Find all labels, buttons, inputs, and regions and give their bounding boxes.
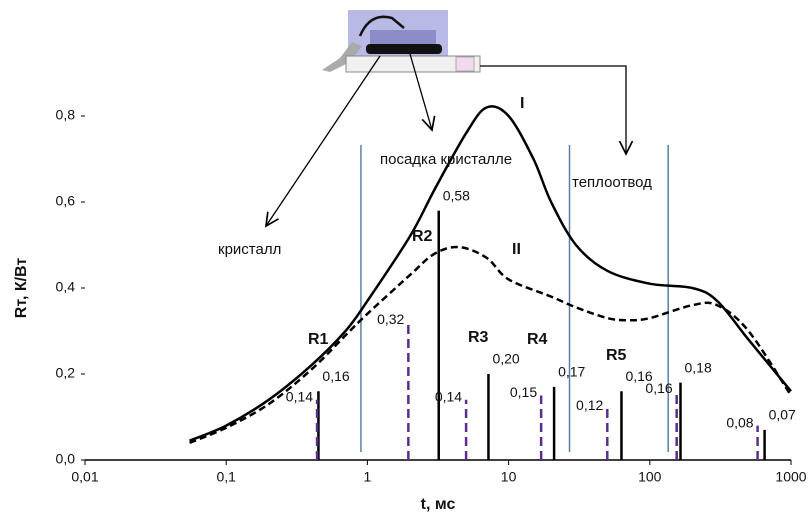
value-label: 0,20 [492, 351, 519, 367]
value-label: 0,16 [645, 380, 672, 396]
annotation: кристалл [218, 241, 281, 258]
value-label: 0,07 [769, 407, 796, 423]
peak-label: R2 [412, 228, 433, 245]
chart: t, мс Rт, К/Вт 0,01 0,1 1 10 100 1000 0,0 0,2 0,… [0, 0, 810, 516]
value-label: 0,14 [286, 389, 313, 405]
x-tick-label: 1000 [775, 469, 806, 485]
peak-label: R1 [308, 331, 329, 348]
y-tick-label: 0,6 [56, 193, 76, 209]
x-tick-label: 0,1 [216, 469, 236, 485]
package-icon [322, 10, 480, 72]
y-tick-label: 0,8 [56, 107, 76, 123]
peak-label: R4 [527, 331, 548, 348]
value-label: 0,16 [322, 368, 349, 384]
value-label: 0,14 [435, 389, 462, 405]
y-tick-label: 0,2 [56, 365, 76, 381]
value-label: 0,12 [576, 397, 603, 413]
y-axis-label: Rт, К/Вт [13, 258, 30, 319]
x-tick-label: 10 [501, 469, 517, 485]
x-tick-label: 0,01 [71, 469, 98, 485]
y-tick-label: 0,4 [56, 279, 76, 295]
curve [190, 247, 791, 443]
value-label: 0,08 [726, 414, 753, 430]
curve-label: II [512, 241, 521, 258]
peak-label: R3 [468, 329, 489, 346]
annotation: теплоотвод [572, 174, 652, 191]
value-label: 0,58 [443, 187, 470, 203]
peak-label: R5 [606, 347, 627, 364]
curve-label: I [520, 95, 524, 112]
value-label: 0,15 [510, 384, 537, 400]
y-tick-label: 0,0 [56, 451, 76, 467]
x-tick-label: 1 [364, 469, 372, 485]
value-label: 0,32 [377, 311, 404, 327]
annotation: посадка кристалле [380, 151, 512, 168]
x-tick-label: 100 [638, 469, 662, 485]
value-label: 0,17 [558, 364, 585, 380]
value-label: 0,18 [685, 359, 712, 375]
x-axis-label: t, мс [421, 496, 456, 513]
